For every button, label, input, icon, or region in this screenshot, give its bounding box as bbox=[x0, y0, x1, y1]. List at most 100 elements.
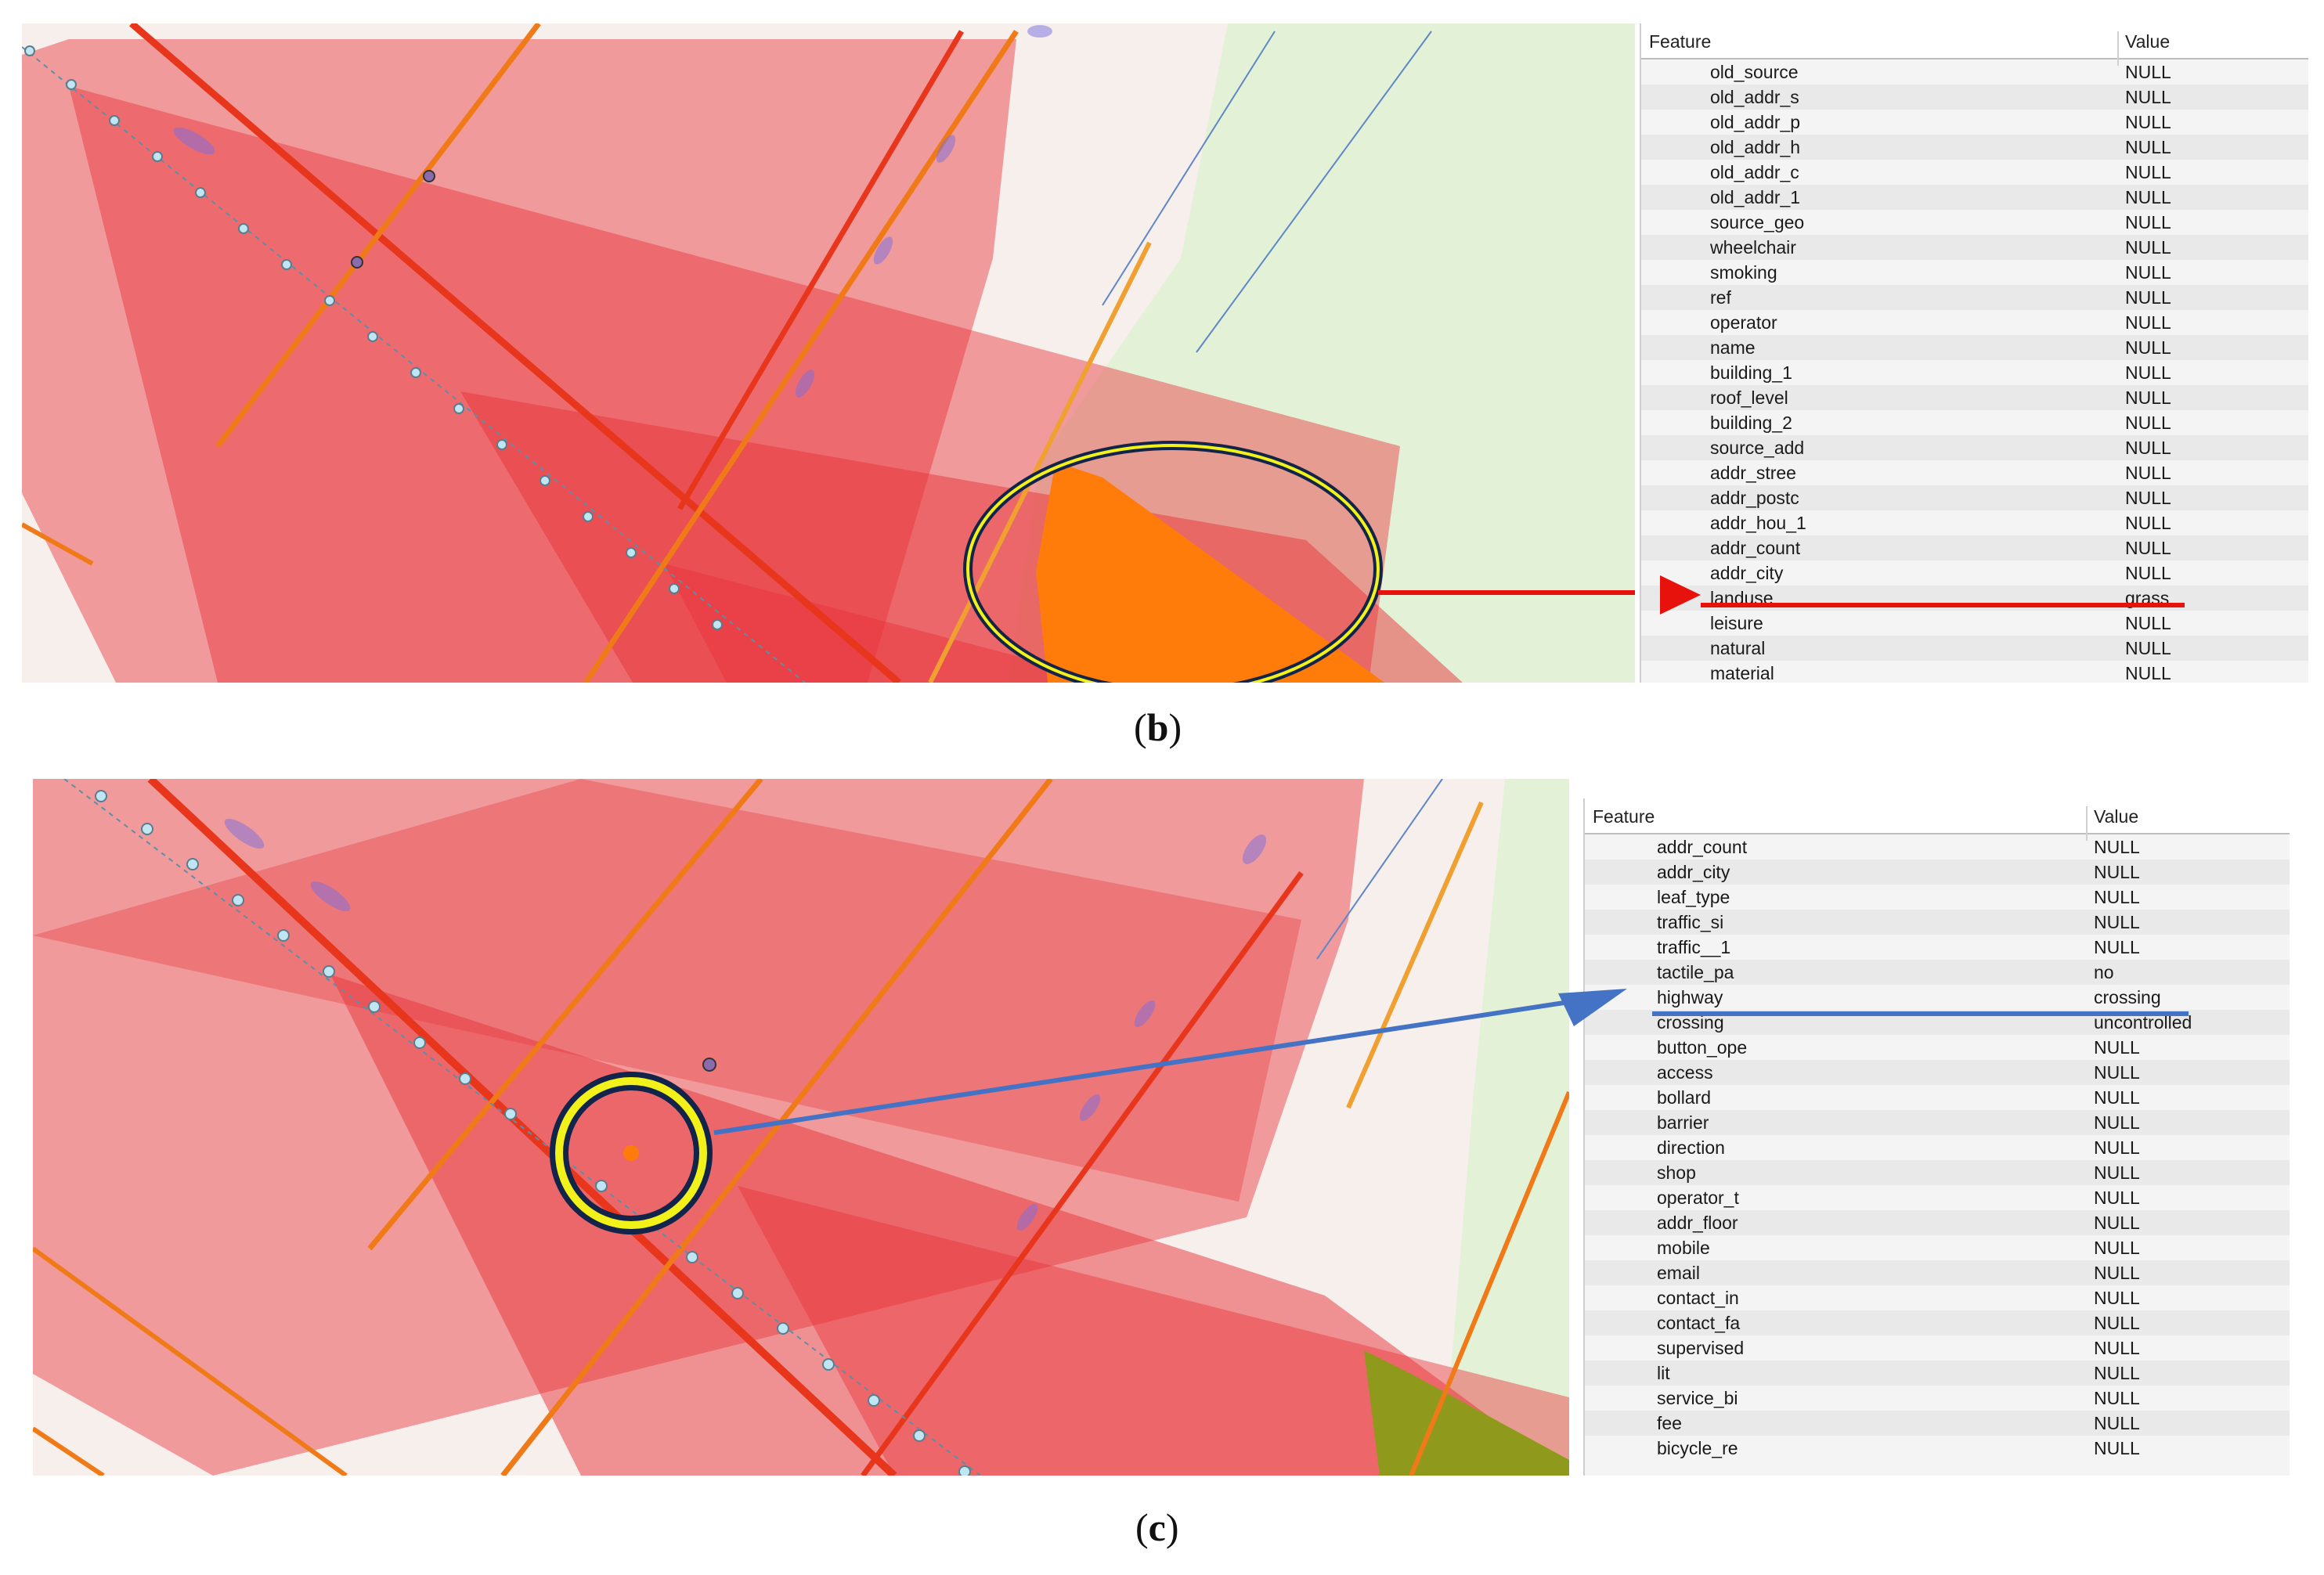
table-row[interactable]: old_source NULL bbox=[1641, 59, 2308, 85]
hatched-polygon bbox=[1364, 1350, 1569, 1476]
table-row[interactable]: building_1 NULL bbox=[1641, 360, 2308, 385]
selected-point bbox=[623, 1145, 639, 1161]
table-row[interactable]: source_geo NULL bbox=[1641, 210, 2308, 235]
table-row[interactable]: leisure NULL bbox=[1641, 611, 2308, 636]
attribute-table-b[interactable]: Feature Value old_source NULL old_addr_s NU… bbox=[1640, 23, 2308, 683]
table-row[interactable]: tactile_pa no bbox=[1585, 960, 2290, 985]
table-row[interactable]: barrier NULL bbox=[1585, 1110, 2290, 1135]
table-row[interactable]: wheelchair NULL bbox=[1641, 235, 2308, 260]
value-cell: NULL bbox=[2094, 1213, 2140, 1233]
table-row[interactable]: addr_postc NULL bbox=[1641, 485, 2308, 510]
value-cell: NULL bbox=[2094, 1413, 2140, 1433]
feature-cell: building_1 bbox=[1710, 362, 1792, 383]
value-cell: NULL bbox=[2125, 663, 2171, 683]
table-row[interactable]: old_addr_h NULL bbox=[1641, 135, 2308, 160]
feature-cell: wheelchair bbox=[1710, 237, 1796, 258]
table-row[interactable]: natural NULL bbox=[1641, 636, 2308, 661]
table-row[interactable]: bollard NULL bbox=[1585, 1085, 2290, 1110]
grass-area bbox=[1442, 779, 1569, 1476]
table-row[interactable]: old_addr_p NULL bbox=[1641, 110, 2308, 135]
feature-cell: old_addr_s bbox=[1710, 87, 1799, 107]
value-cell: NULL bbox=[2094, 837, 2140, 857]
feature-cell: source_add bbox=[1710, 438, 1805, 458]
feature-cell: contact_in bbox=[1657, 1288, 1739, 1308]
value-cell: NULL bbox=[2125, 312, 2171, 333]
road-line bbox=[1346, 801, 1484, 1109]
table-row[interactable]: fee NULL bbox=[1585, 1411, 2290, 1436]
value-cell: NULL bbox=[2125, 337, 2171, 358]
value-cell: NULL bbox=[2125, 488, 2171, 508]
table-row[interactable]: operator NULL bbox=[1641, 310, 2308, 335]
table-row[interactable]: service_bi NULL bbox=[1585, 1386, 2290, 1411]
table-row[interactable]: addr_count NULL bbox=[1641, 535, 2308, 560]
header-feature[interactable]: Feature bbox=[1649, 31, 1712, 52]
table-row[interactable]: old_addr_c NULL bbox=[1641, 160, 2308, 185]
table-row[interactable]: old_addr_1 NULL bbox=[1641, 185, 2308, 210]
feature-cell: addr_floor bbox=[1657, 1213, 1738, 1233]
feature-cell: addr_postc bbox=[1710, 488, 1799, 508]
table-row[interactable]: contact_fa NULL bbox=[1585, 1310, 2290, 1335]
table-row[interactable]: material NULL bbox=[1641, 661, 2308, 683]
road-line bbox=[500, 779, 1053, 1476]
table-row[interactable]: addr_hou_1 NULL bbox=[1641, 510, 2308, 535]
feature-cell: lit bbox=[1657, 1363, 1670, 1383]
feature-cell: leaf_type bbox=[1657, 887, 1730, 907]
toolbar-strip-c bbox=[1586, 775, 2288, 795]
value-cell: NULL bbox=[2094, 1338, 2140, 1358]
table-row[interactable]: addr_city NULL bbox=[1641, 560, 2308, 586]
table-row[interactable]: contact_in NULL bbox=[1585, 1285, 2290, 1310]
feature-cell: traffic_si bbox=[1657, 912, 1724, 932]
attribute-table-c[interactable]: Feature Value addr_count NULL addr_city NUL… bbox=[1583, 798, 2290, 1476]
feature-cell: natural bbox=[1710, 638, 1766, 658]
road-line bbox=[215, 23, 541, 449]
highlight-underline-b bbox=[1701, 603, 2185, 607]
feature-cell: traffic__1 bbox=[1657, 937, 1731, 957]
table-row[interactable]: mobile NULL bbox=[1585, 1235, 2290, 1260]
value-cell: NULL bbox=[2125, 513, 2171, 533]
value-cell: NULL bbox=[2094, 1137, 2140, 1158]
highlight-underline-c bbox=[1652, 1011, 2189, 1016]
table-row[interactable]: addr_stree NULL bbox=[1641, 460, 2308, 485]
road-line bbox=[677, 30, 965, 510]
table-row[interactable]: supervised NULL bbox=[1585, 1335, 2290, 1361]
table-row[interactable]: building_2 NULL bbox=[1641, 410, 2308, 435]
table-row[interactable]: addr_floor NULL bbox=[1585, 1210, 2290, 1235]
table-row[interactable]: ref NULL bbox=[1641, 285, 2308, 310]
value-cell: NULL bbox=[2094, 1037, 2140, 1058]
table-row[interactable]: operator_t NULL bbox=[1585, 1185, 2290, 1210]
table-row[interactable]: bicycle_re NULL bbox=[1585, 1436, 2290, 1461]
table-row[interactable]: access NULL bbox=[1585, 1060, 2290, 1085]
road-line bbox=[861, 870, 1304, 1476]
feature-cell: operator bbox=[1710, 312, 1777, 333]
map-canvas-b[interactable] bbox=[22, 23, 1635, 683]
feature-cell: building_2 bbox=[1710, 413, 1792, 433]
header-value[interactable]: Value bbox=[2117, 31, 2170, 66]
header-feature[interactable]: Feature bbox=[1593, 806, 1655, 827]
table-row[interactable]: roof_level NULL bbox=[1641, 385, 2308, 410]
table-row[interactable]: highway crossing bbox=[1585, 985, 2290, 1010]
value-cell: NULL bbox=[2094, 1313, 2140, 1333]
value-cell: NULL bbox=[2125, 538, 2171, 558]
table-row[interactable]: shop NULL bbox=[1585, 1160, 2290, 1185]
table-row[interactable]: name NULL bbox=[1641, 335, 2308, 360]
table-row[interactable]: traffic_si NULL bbox=[1585, 910, 2290, 935]
table-row[interactable]: source_add NULL bbox=[1641, 435, 2308, 460]
table-row[interactable]: leaf_type NULL bbox=[1585, 885, 2290, 910]
table-row[interactable]: direction NULL bbox=[1585, 1135, 2290, 1160]
value-cell: NULL bbox=[2094, 1388, 2140, 1408]
value-cell: NULL bbox=[2125, 162, 2171, 182]
table-row[interactable]: old_addr_s NULL bbox=[1641, 85, 2308, 110]
feature-cell: barrier bbox=[1657, 1112, 1709, 1133]
road-line bbox=[22, 46, 806, 683]
table-row[interactable]: traffic__1 NULL bbox=[1585, 935, 2290, 960]
table-row[interactable]: button_ope NULL bbox=[1585, 1035, 2290, 1060]
table-row[interactable]: addr_count NULL bbox=[1585, 834, 2290, 860]
table-row[interactable]: email NULL bbox=[1585, 1260, 2290, 1285]
feature-cell: access bbox=[1657, 1062, 1713, 1083]
feature-cell: roof_level bbox=[1710, 387, 1788, 408]
table-row[interactable]: addr_city NULL bbox=[1585, 860, 2290, 885]
map-canvas-c[interactable] bbox=[33, 779, 1569, 1476]
header-value[interactable]: Value bbox=[2086, 806, 2138, 841]
table-row[interactable]: lit NULL bbox=[1585, 1361, 2290, 1386]
table-row[interactable]: smoking NULL bbox=[1641, 260, 2308, 285]
